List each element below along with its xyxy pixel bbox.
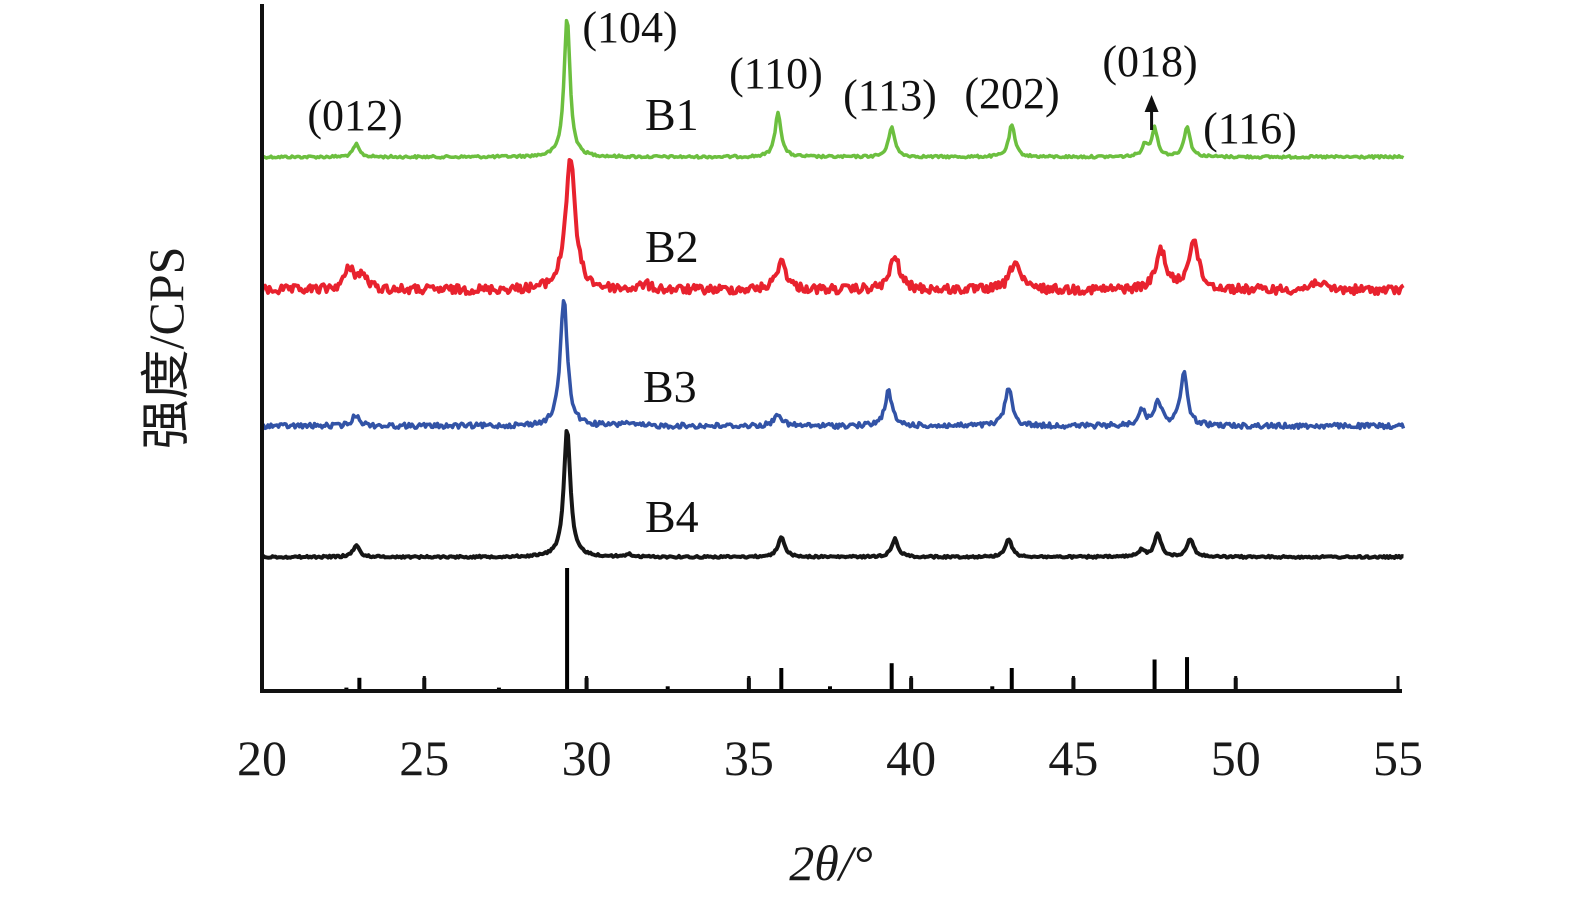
labels: B1 B2 B3 B4 (012) (104) (110) (113) (202) (018)(1…: [307, 3, 1296, 542]
x-tick-label: 45: [1048, 730, 1098, 786]
y-axis-title: 强度/CPS: [138, 247, 194, 450]
series-label-b3: B3: [643, 361, 697, 412]
series-label-b2: B2: [645, 221, 699, 272]
hkl-label: (113): [843, 71, 937, 120]
x-axis-ticks: 20 25 30 35 40 45 50 55: [237, 676, 1423, 786]
hkl-label: (110): [729, 49, 823, 98]
series-line-b3: [260, 299, 1406, 431]
axes: [260, 4, 1402, 693]
x-tick-label: 20: [237, 730, 287, 786]
plot-area: [260, 18, 1406, 690]
series-label-b4: B4: [645, 491, 699, 542]
x-tick-label: 25: [399, 730, 449, 786]
hkl-label: (012): [307, 91, 402, 140]
x-tick-label: 35: [724, 730, 774, 786]
x-tick-label: 30: [562, 730, 612, 786]
hkl-label: (116): [1203, 104, 1297, 153]
hkl-label: (202): [964, 69, 1059, 118]
arrow-up-icon: [1144, 95, 1159, 112]
x-axis-title: 2θ/°: [789, 835, 872, 891]
hkl-label: (104): [582, 3, 677, 52]
series-line-b2: [260, 158, 1405, 296]
series-line-b1: [261, 18, 1405, 160]
series-label-b1: B1: [645, 89, 699, 140]
x-tick-label: 50: [1211, 730, 1261, 786]
x-tick-label: 40: [886, 730, 936, 786]
x-tick-label: 55: [1373, 730, 1423, 786]
series-line-b4: [261, 429, 1404, 560]
hkl-label: (018): [1102, 37, 1197, 86]
